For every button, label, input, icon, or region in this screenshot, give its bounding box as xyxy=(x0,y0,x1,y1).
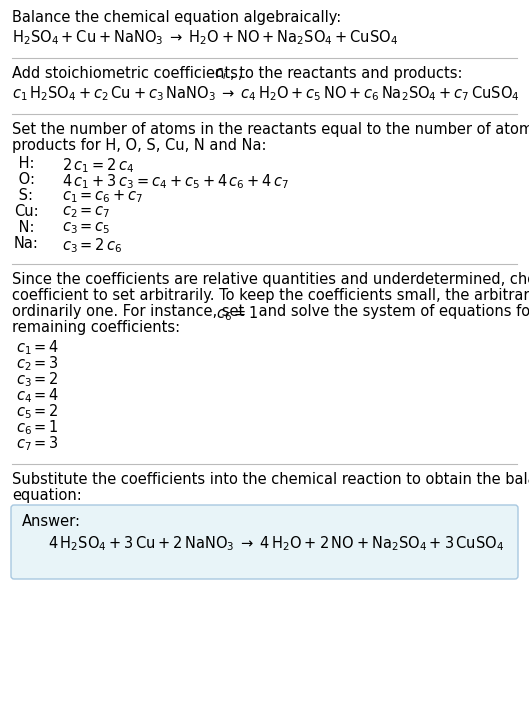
Text: Na:: Na: xyxy=(14,236,39,251)
Text: Substitute the coefficients into the chemical reaction to obtain the balanced: Substitute the coefficients into the che… xyxy=(12,472,529,487)
FancyBboxPatch shape xyxy=(11,505,518,579)
Text: Since the coefficients are relative quantities and underdetermined, choose a: Since the coefficients are relative quan… xyxy=(12,272,529,287)
Text: $c_7 = 3$: $c_7 = 3$ xyxy=(16,434,59,453)
Text: Answer:: Answer: xyxy=(22,514,81,529)
Text: $c_2 = c_7$: $c_2 = c_7$ xyxy=(62,204,111,220)
Text: $c_1\, \mathregular{H_2SO_4} + c_2\, \mathregular{Cu} + c_3\, \mathregular{NaNO_: $c_1\, \mathregular{H_2SO_4} + c_2\, \ma… xyxy=(12,84,519,103)
Text: $c_i$: $c_i$ xyxy=(214,66,227,81)
Text: $4\, \mathregular{H_2SO_4} + 3\, \mathregular{Cu} + 2\, \mathregular{NaNO_3}$$\;: $4\, \mathregular{H_2SO_4} + 3\, \mathre… xyxy=(48,534,504,553)
Text: N:: N: xyxy=(14,220,34,235)
Text: $c_1 = c_6 + c_7$: $c_1 = c_6 + c_7$ xyxy=(62,188,143,205)
Text: ordinarily one. For instance, set: ordinarily one. For instance, set xyxy=(12,304,249,319)
Text: $\mathregular{H_2SO_4 + Cu + NaNO_3}$$\;  \rightarrow \;$$\mathregular{H_2O + NO: $\mathregular{H_2SO_4 + Cu + NaNO_3}$$\;… xyxy=(12,28,398,47)
Text: $c_1 = 4$: $c_1 = 4$ xyxy=(16,338,59,357)
Text: $c_3 = 2$: $c_3 = 2$ xyxy=(16,370,59,389)
Text: Balance the chemical equation algebraically:: Balance the chemical equation algebraica… xyxy=(12,10,341,25)
Text: products for H, O, S, Cu, N and Na:: products for H, O, S, Cu, N and Na: xyxy=(12,138,267,153)
Text: , to the reactants and products:: , to the reactants and products: xyxy=(230,66,462,81)
Text: H:: H: xyxy=(14,156,34,171)
Text: Cu:: Cu: xyxy=(14,204,39,219)
Text: $2\,c_1 = 2\,c_4$: $2\,c_1 = 2\,c_4$ xyxy=(62,156,134,174)
Text: $c_6 = 1$: $c_6 = 1$ xyxy=(216,304,259,323)
Text: O:: O: xyxy=(14,172,35,187)
Text: $c_3 = 2\,c_6$: $c_3 = 2\,c_6$ xyxy=(62,236,123,254)
Text: and solve the system of equations for the: and solve the system of equations for th… xyxy=(254,304,529,319)
Text: $c_6 = 1$: $c_6 = 1$ xyxy=(16,418,59,437)
Text: $c_4 = 4$: $c_4 = 4$ xyxy=(16,386,59,405)
Text: $c_2 = 3$: $c_2 = 3$ xyxy=(16,354,59,373)
Text: Add stoichiometric coefficients,: Add stoichiometric coefficients, xyxy=(12,66,247,81)
Text: remaining coefficients:: remaining coefficients: xyxy=(12,320,180,335)
Text: Set the number of atoms in the reactants equal to the number of atoms in the: Set the number of atoms in the reactants… xyxy=(12,122,529,137)
Text: $4\,c_1 + 3\,c_3 = c_4 + c_5 + 4\,c_6 + 4\,c_7$: $4\,c_1 + 3\,c_3 = c_4 + c_5 + 4\,c_6 + … xyxy=(62,172,289,190)
Text: S:: S: xyxy=(14,188,33,203)
Text: equation:: equation: xyxy=(12,488,82,503)
Text: coefficient to set arbitrarily. To keep the coefficients small, the arbitrary va: coefficient to set arbitrarily. To keep … xyxy=(12,288,529,303)
Text: $c_3 = c_5$: $c_3 = c_5$ xyxy=(62,220,111,236)
Text: $c_5 = 2$: $c_5 = 2$ xyxy=(16,402,59,421)
